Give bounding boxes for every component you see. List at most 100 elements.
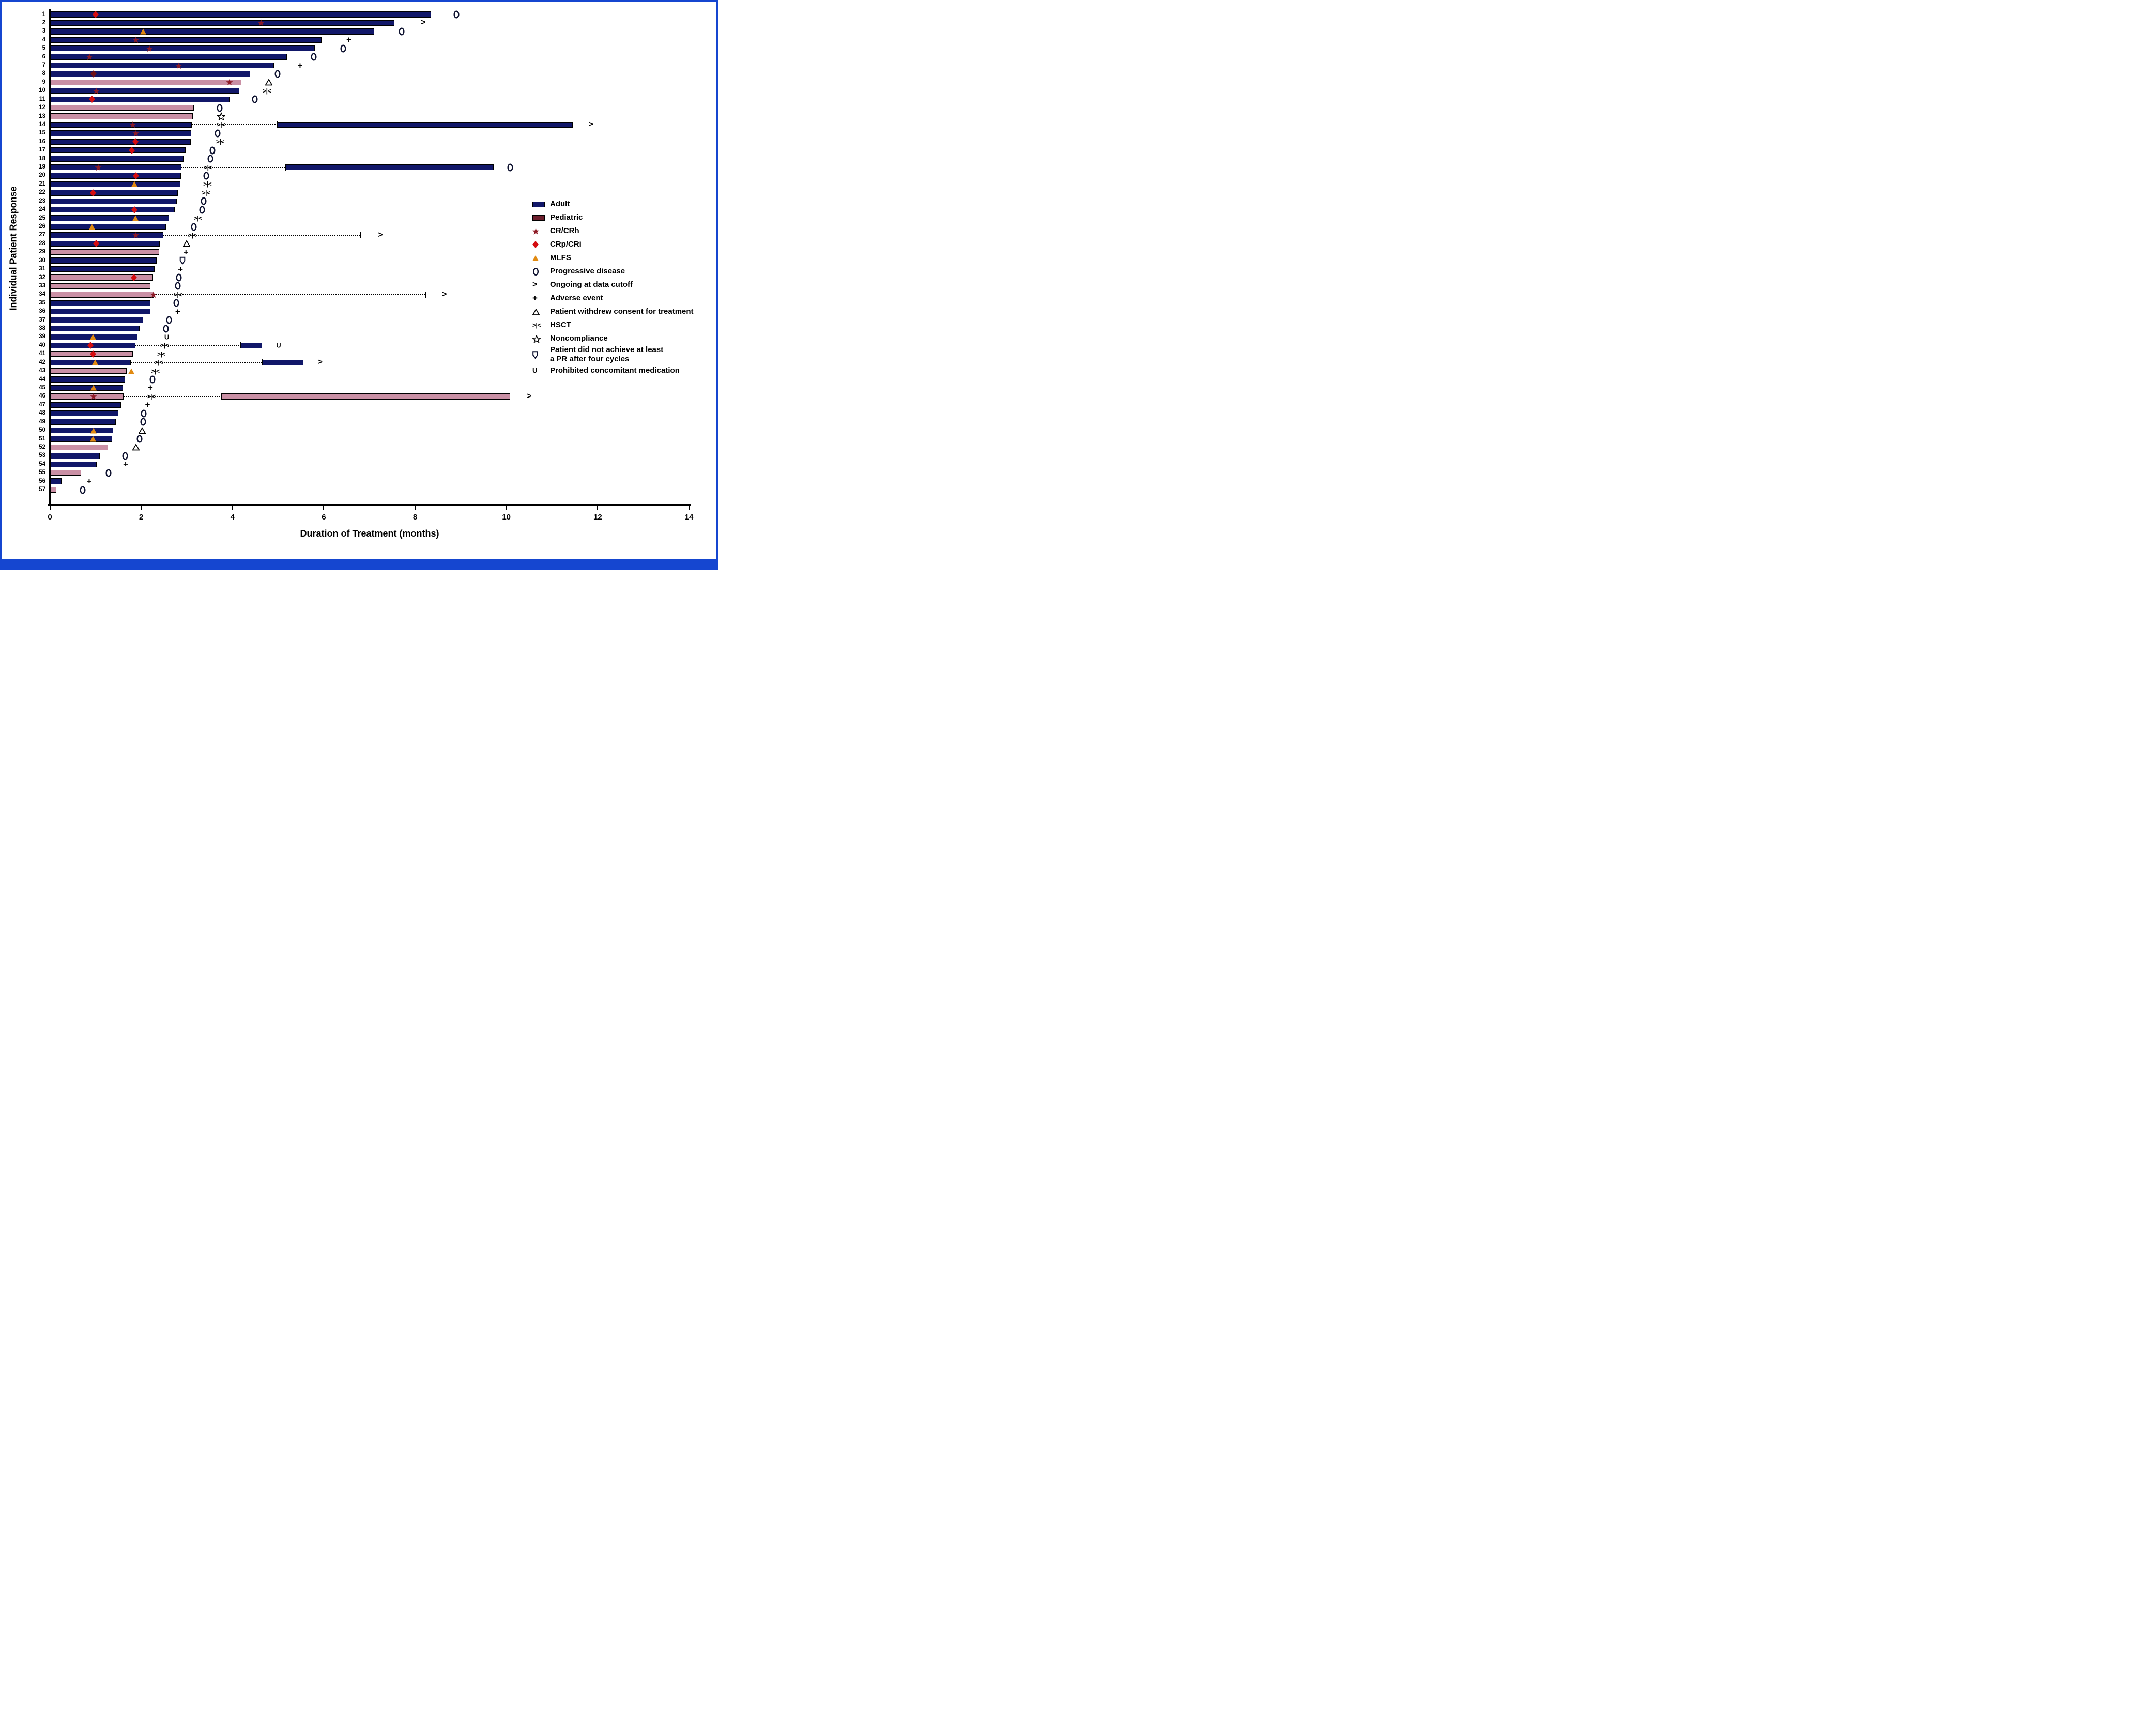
swimmer-plot: Individual Patient Response 1 2 >3 4 +5 6 7 +8 9… — [0, 0, 718, 570]
patient-row-label: 3 — [42, 28, 45, 35]
x-axis-tick-label: 8 — [412, 513, 418, 522]
treatment-bar-adult — [50, 309, 150, 315]
prohibited-medication-icon: U — [276, 341, 281, 349]
patient-row-label: 9 — [42, 79, 45, 85]
legend-label: CRp/CRi — [550, 240, 582, 249]
marker-wrap — [257, 19, 265, 26]
patient-row-label: 20 — [39, 172, 45, 179]
marker-wrap — [87, 342, 94, 349]
marker-wrap — [90, 436, 97, 442]
marker-wrap — [174, 282, 181, 291]
patient-row-label: 55 — [39, 469, 45, 476]
marker-wrap — [129, 121, 136, 128]
marker-wrap — [86, 53, 93, 60]
patient-row-label: 31 — [39, 266, 45, 272]
marker-wrap: >|< — [263, 88, 271, 94]
noncompliance-star-icon — [216, 112, 226, 121]
progressive-disease-icon — [191, 222, 197, 231]
x-axis-tick — [49, 506, 51, 510]
marker-wrap: + — [145, 401, 150, 409]
hsct-icon: >|< — [157, 350, 165, 358]
marker-wrap — [132, 130, 140, 136]
marker-wrap — [132, 138, 139, 146]
marker-wrap — [93, 87, 100, 94]
segment-tick — [425, 291, 426, 298]
marker-wrap: >|< — [160, 342, 169, 348]
marker-wrap: >|< — [203, 181, 211, 187]
hsct-icon: >|< — [173, 291, 182, 298]
crp-cri-diamond-marker — [88, 96, 95, 103]
x-axis-tick-label: 10 — [502, 513, 511, 522]
progressive-disease-icon — [203, 172, 209, 180]
marker-wrap: + — [148, 384, 153, 392]
patient-row-label: 40 — [39, 342, 45, 348]
marker-wrap: > — [442, 290, 447, 299]
cr-crh-star-marker — [257, 19, 265, 26]
patient-row-label: 23 — [39, 197, 45, 204]
legend-marker-cell — [532, 241, 550, 248]
marker-wrap: > — [421, 19, 425, 27]
ongoing-at-cutoff-icon: > — [527, 391, 532, 401]
cr-crh-star-marker — [132, 36, 140, 43]
patient-row-label: 53 — [39, 452, 45, 459]
legend-item: Patient withdrew consent for treatment — [532, 305, 694, 318]
cr-crh-star-marker — [175, 62, 182, 69]
treatment-bar-adult — [50, 71, 251, 77]
patient-row-label: 22 — [39, 189, 45, 196]
legend-label: Progressive disease — [550, 267, 625, 276]
treatment-bar-adult — [50, 266, 155, 272]
treatment-bar-pediatric — [50, 469, 82, 476]
crp-cri-diamond-marker — [132, 172, 139, 179]
x-axis-tick — [141, 506, 142, 510]
mlfs-triangle-marker — [132, 215, 139, 221]
marker-wrap — [140, 409, 147, 418]
patient-row-label: 54 — [39, 461, 45, 467]
legend-item: CR/CRh — [532, 224, 694, 238]
treatment-bar-pediatric — [50, 249, 159, 255]
legend-label: Patient did not achieve at least a PR aft… — [550, 345, 664, 363]
legend-marker-cell — [532, 350, 550, 359]
crp-cri-diamond-marker — [92, 11, 99, 18]
marker-wrap — [310, 53, 317, 62]
treatment-bar-pediatric — [50, 486, 56, 493]
patient-row-label: 10 — [39, 87, 45, 94]
patient-row-label: 34 — [39, 291, 45, 298]
patient-row-label: 5 — [42, 45, 45, 52]
crp-cri-diamond-marker — [532, 241, 539, 248]
marker-wrap — [146, 45, 153, 52]
treatment-bar-adult — [262, 359, 303, 365]
progressive-disease-icon — [215, 129, 221, 138]
patient-row-label: 17 — [39, 147, 45, 154]
legend-label: Noncompliance — [550, 334, 608, 343]
hsct-icon: >|< — [147, 392, 156, 400]
marker-wrap — [92, 11, 99, 18]
legend-item: > Ongoing at data cutoff — [532, 278, 694, 292]
patient-row-label: 33 — [39, 282, 45, 289]
hsct-icon: >|< — [154, 359, 163, 367]
withdrew-consent-icon — [182, 240, 191, 247]
x-axis-tick-label: 2 — [139, 513, 144, 522]
mlfs-triangle-marker — [140, 28, 146, 35]
marker-wrap — [89, 189, 96, 196]
marker-wrap — [203, 171, 210, 180]
treatment-bar-adult — [50, 164, 181, 171]
patient-row-label: 13 — [39, 113, 45, 119]
crp-cri-diamond-marker — [131, 274, 137, 282]
treatment-bar-adult — [50, 359, 131, 365]
progressive-disease-icon — [453, 10, 460, 19]
mlfs-triangle-marker — [128, 368, 134, 374]
marker-wrap — [93, 240, 99, 248]
marker-wrap — [136, 435, 143, 444]
patient-row-label: 7 — [42, 62, 45, 69]
crp-cri-diamond-marker — [87, 342, 94, 349]
noncompliance-star-icon — [532, 334, 541, 343]
mlfs-triangle-marker — [90, 428, 97, 434]
treatment-bar-adult — [50, 232, 164, 238]
marker-wrap — [214, 129, 221, 138]
ongoing-at-cutoff-icon: > — [317, 358, 323, 367]
dotted-gap-line — [163, 234, 361, 236]
marker-wrap: >|< — [188, 232, 196, 238]
x-axis-tick — [323, 506, 325, 510]
treatment-bar-adult — [50, 215, 169, 221]
cr-crh-star-marker — [226, 79, 233, 86]
